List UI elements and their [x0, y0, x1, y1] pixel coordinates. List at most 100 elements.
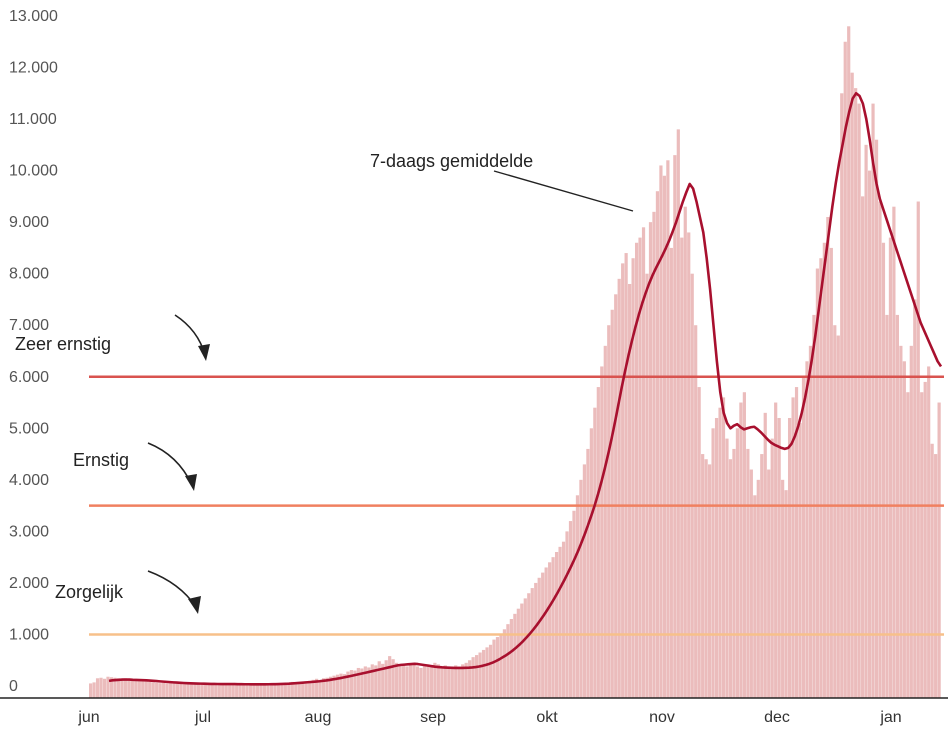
bar: [631, 258, 635, 698]
bar: [468, 660, 472, 698]
bar: [259, 684, 263, 698]
bar: [575, 495, 580, 698]
bar: [739, 402, 743, 698]
bar: [175, 683, 180, 698]
bar: [770, 438, 774, 698]
bar: [342, 674, 347, 698]
bar: [551, 557, 555, 698]
bar: [196, 683, 200, 698]
bar: [405, 666, 409, 698]
bar: [847, 26, 851, 699]
bar: [760, 454, 764, 698]
bar: [881, 242, 886, 698]
bar: [440, 666, 444, 698]
bar: [398, 664, 402, 698]
bar: [158, 683, 162, 698]
bar: [353, 670, 357, 698]
bar: [927, 366, 931, 698]
bar: [840, 93, 844, 699]
y-tick-label: 0: [9, 678, 18, 695]
bar: [360, 668, 364, 698]
y-tick-label: 2.000: [9, 575, 49, 592]
y-tick-label: 10.000: [9, 163, 58, 180]
y-axis-ticks: 0 1.000 2.000 3.000 4.000 5.000 6.000 7.000 8.00…: [9, 8, 58, 695]
bar: [280, 683, 284, 698]
bar: [628, 283, 632, 698]
threshold-label-ernstig: Ernstig: [73, 450, 129, 470]
bar: [186, 683, 190, 698]
y-tick-label: 11.000: [9, 111, 57, 128]
x-tick-label: aug: [305, 709, 332, 726]
y-tick-label: 6.000: [9, 369, 49, 386]
bar: [829, 247, 833, 698]
bar: [641, 227, 646, 699]
bar: [721, 397, 726, 698]
bar: [429, 666, 433, 698]
bar: [655, 191, 660, 698]
bar: [106, 676, 110, 698]
bar: [537, 577, 541, 698]
bar: [614, 294, 618, 698]
bar: [266, 684, 270, 698]
bar: [906, 392, 910, 698]
bar: [548, 562, 552, 698]
bar: [864, 144, 868, 698]
bar: [878, 201, 882, 698]
bar: [506, 624, 510, 698]
bar: [680, 237, 684, 698]
bar: [242, 684, 246, 698]
bar: [113, 677, 117, 698]
bar: [857, 103, 861, 699]
bar: [269, 683, 274, 698]
seven-day-average-line: [108, 91, 943, 686]
bar: [499, 634, 503, 698]
bar: [697, 387, 701, 698]
bar: [523, 598, 527, 698]
bar: [888, 237, 893, 698]
bar: [252, 683, 256, 698]
bar: [471, 657, 475, 698]
bar: [822, 242, 826, 698]
bar: [892, 206, 896, 698]
bar: [586, 448, 590, 698]
bar: [854, 88, 858, 698]
bar: [687, 232, 691, 698]
x-tick-label: jan: [879, 709, 901, 726]
bar: [652, 211, 656, 698]
bar: [210, 683, 214, 698]
bar: [221, 683, 225, 698]
x-tick-label: nov: [649, 709, 675, 726]
bar: [123, 678, 127, 698]
bar: [381, 663, 385, 698]
bar: [485, 647, 489, 698]
bar: [189, 684, 194, 698]
bar: [162, 682, 166, 698]
bar: [756, 479, 760, 698]
bar: [913, 299, 917, 698]
y-tick-label: 12.000: [9, 60, 58, 77]
bar: [137, 680, 141, 698]
bar: [617, 278, 621, 698]
bar: [182, 683, 187, 698]
bar: [335, 674, 340, 698]
bar: [92, 682, 96, 698]
bar: [454, 665, 458, 698]
bar: [179, 683, 183, 698]
bar: [401, 665, 406, 698]
bar: [600, 366, 604, 698]
x-tick-label: okt: [536, 709, 558, 726]
bar: [308, 680, 312, 698]
bar: [395, 662, 399, 698]
bar: [228, 684, 232, 698]
bar: [815, 268, 820, 698]
bar: [909, 345, 913, 698]
bar: [457, 666, 461, 698]
bar: [676, 129, 680, 698]
bar: [502, 629, 507, 698]
bar: [318, 680, 322, 698]
bar: [248, 684, 253, 698]
bar: [659, 165, 663, 698]
bar: [787, 417, 792, 698]
bar: [558, 546, 562, 698]
